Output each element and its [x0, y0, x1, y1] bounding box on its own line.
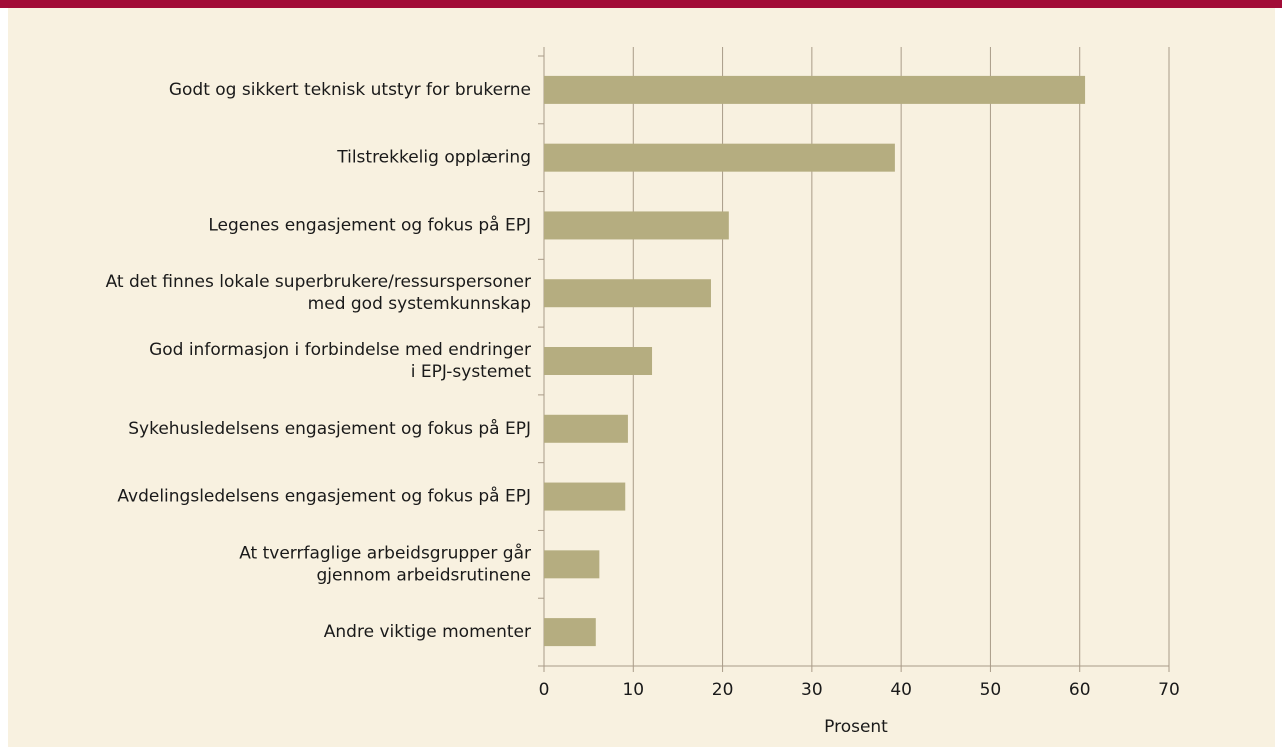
- bar: [544, 143, 895, 172]
- x-axis-label: Prosent: [824, 717, 888, 737]
- y-tick-label: Legenes engasjement og fokus på EPJ: [208, 214, 531, 235]
- bar: [544, 211, 729, 240]
- y-tick-label: At det finnes lokale superbrukere/ressur…: [106, 272, 531, 314]
- x-tick-label: 10: [622, 680, 644, 700]
- x-tick-label: 40: [890, 680, 912, 700]
- bar: [544, 414, 628, 443]
- x-tick-label: 70: [1158, 680, 1180, 700]
- x-tick-label: 50: [980, 680, 1002, 700]
- panel: [8, 8, 1275, 747]
- y-tick-label: God informasjon i forbindelse med endrin…: [149, 340, 531, 382]
- bar: [544, 618, 596, 647]
- y-tick-label: Andre viktige momenter: [324, 622, 531, 642]
- x-tick-label: 20: [712, 680, 734, 700]
- y-tick-label: Tilstrekkelig opplæring: [336, 148, 531, 168]
- y-tick-label: Godt og sikkert teknisk utstyr for bruke…: [169, 80, 531, 100]
- bar: [544, 482, 626, 511]
- bar: [544, 75, 1086, 104]
- x-tick-label: 60: [1069, 680, 1091, 700]
- y-tick-label: At tverrfaglige arbeidsgrupper går gjenno…: [239, 542, 531, 585]
- x-tick-label: 0: [539, 680, 550, 700]
- y-tick-label: Avdelingsledelsens engasjement og fokus …: [117, 486, 531, 507]
- bar: [544, 347, 653, 375]
- top-band: [0, 0, 1282, 8]
- bar: [544, 550, 600, 579]
- bar: [544, 279, 711, 308]
- x-tick-label: 30: [801, 680, 823, 700]
- y-tick-label: Sykehusledelsens engasjement og fokus på…: [128, 418, 531, 439]
